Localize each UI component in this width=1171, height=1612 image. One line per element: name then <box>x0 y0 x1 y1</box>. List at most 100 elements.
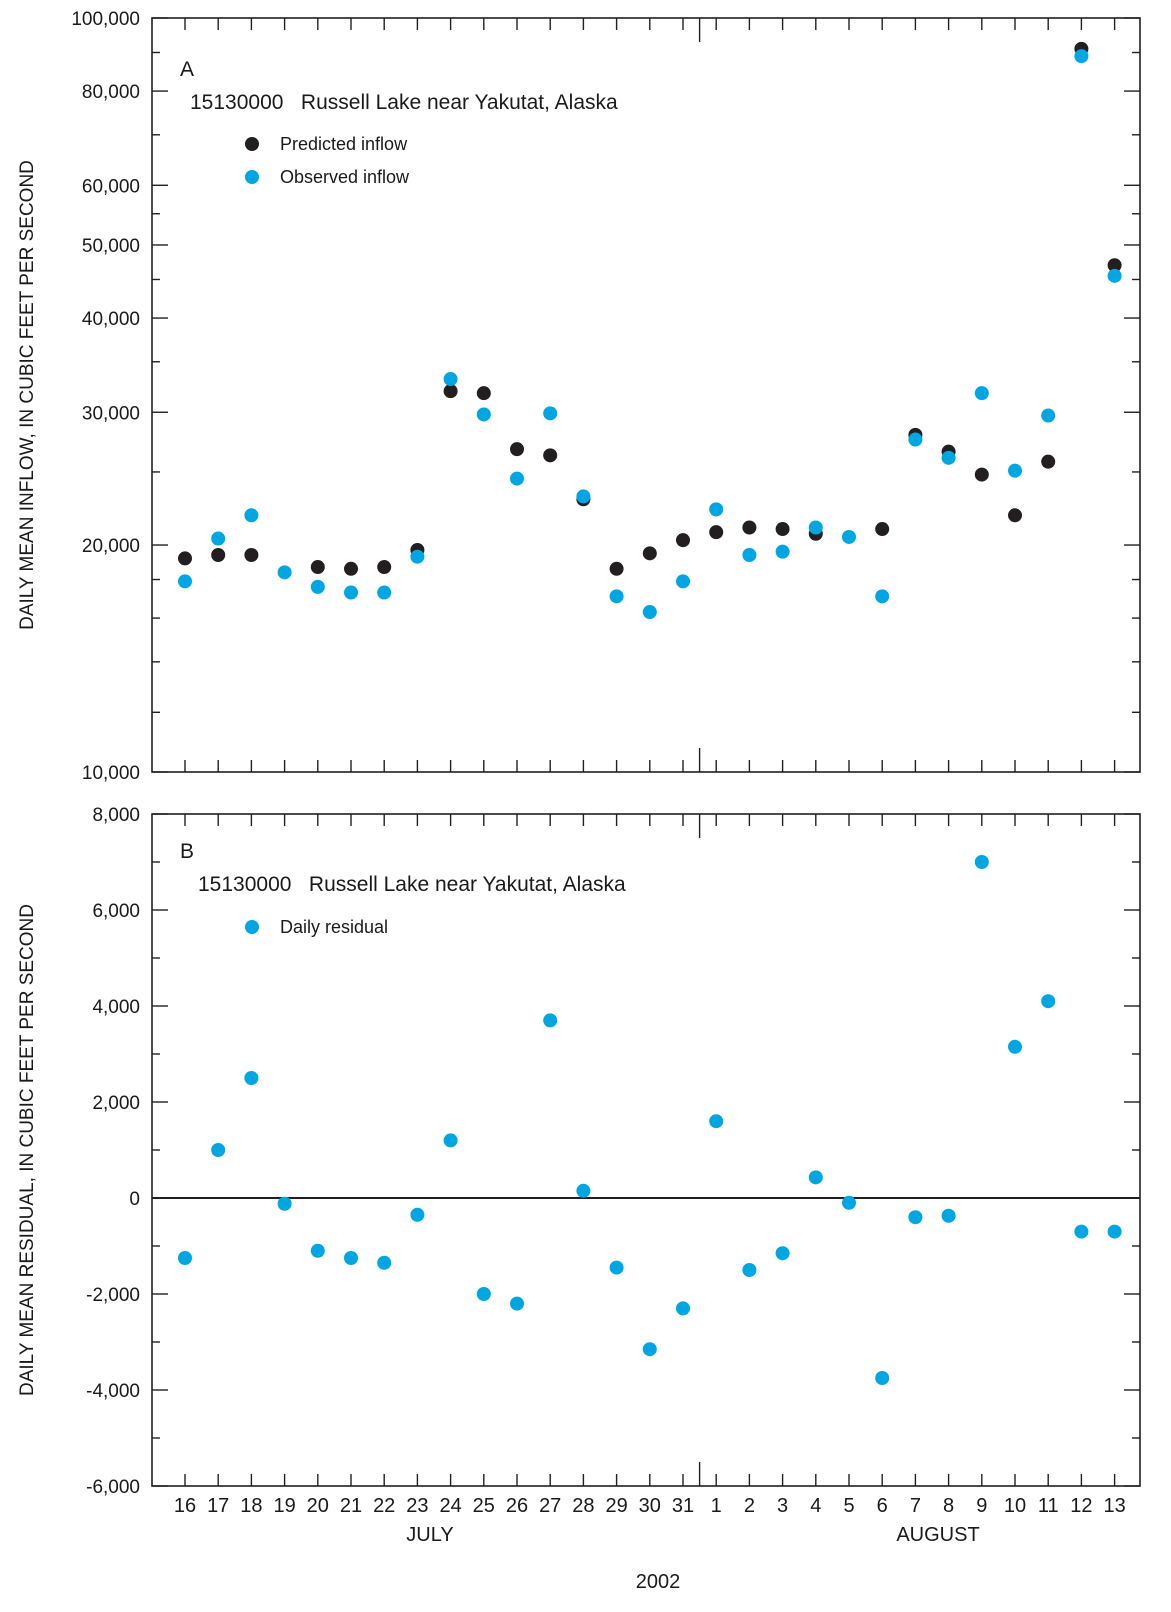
legend-predicted-label: Predicted inflow <box>280 134 408 154</box>
x-axis-day-labels: 16 17 18 19 20 21 22 23 24 25 26 27 28 29 30 31 1 2 3 4 5 6 7 8… <box>174 1495 1126 1517</box>
predicted-point <box>211 547 226 562</box>
x-tick-label: 9 <box>976 1495 987 1517</box>
y-tick-label: 8,000 <box>92 805 140 826</box>
residual-point <box>941 1208 956 1223</box>
x-tick-label: 11 <box>1038 1495 1059 1517</box>
y-tick-label: -4,000 <box>86 1381 140 1402</box>
panel-b: B 15130000 Russell Lake near Yakutat, Al… <box>17 805 1141 1498</box>
observed-point <box>576 489 591 504</box>
predicted-point <box>443 384 458 399</box>
predicted-point <box>1107 258 1122 273</box>
predicted-point <box>775 522 790 537</box>
year-label: 2002 <box>636 1571 681 1593</box>
residual-point <box>742 1263 757 1277</box>
x-tick-label: 28 <box>572 1495 594 1517</box>
observed-point <box>377 585 392 600</box>
x-tick-label: 10 <box>1004 1495 1026 1517</box>
x-tick-label: 22 <box>373 1495 395 1517</box>
residual-point <box>709 1114 724 1129</box>
y-tick-label: 60,000 <box>82 176 140 197</box>
residual-point <box>211 1143 226 1157</box>
x-tick-label: 1 <box>711 1495 722 1517</box>
observed-point <box>842 529 856 544</box>
observed-point <box>443 372 458 387</box>
predicted-point <box>974 467 989 482</box>
x-tick-label: 3 <box>777 1495 788 1517</box>
residual-point <box>443 1133 458 1148</box>
residual-point <box>1107 1224 1122 1239</box>
residual-point <box>875 1371 890 1385</box>
observed-point <box>410 549 425 564</box>
residual-point <box>1041 994 1056 1009</box>
predicted-point <box>244 547 259 562</box>
observed-point <box>277 565 292 580</box>
residual-point <box>1008 1039 1022 1054</box>
x-tick-label: 31 <box>672 1495 694 1517</box>
panel-b-points <box>178 855 1122 1385</box>
month-label-august: AUGUST <box>896 1524 979 1546</box>
legend-observed-label: Observed inflow <box>280 167 410 187</box>
panel-b-frame <box>151 813 1141 1487</box>
y-tick-label: 30,000 <box>82 403 140 424</box>
y-tick-label: 100,000 <box>71 9 140 30</box>
y-tick-label: 80,000 <box>82 82 140 103</box>
residual-point <box>842 1195 856 1210</box>
observed-point <box>642 605 657 620</box>
panel-a: A 15130000 Russell Lake near Yakutat, Al… <box>17 9 1141 784</box>
observed-point <box>709 502 724 517</box>
x-tick-label: 18 <box>240 1495 262 1517</box>
predicted-point <box>875 522 890 537</box>
predicted-point <box>709 525 724 540</box>
residual-point <box>244 1071 259 1085</box>
predicted-point <box>510 442 524 457</box>
y-tick-label: -2,000 <box>86 1285 140 1306</box>
panel-a-title: 15130000 Russell Lake near Yakutat, Alas… <box>190 91 618 114</box>
residual-point <box>609 1260 624 1275</box>
residual-point <box>908 1210 923 1225</box>
residual-point <box>410 1207 425 1222</box>
predicted-point <box>1008 508 1022 523</box>
x-tick-label: 4 <box>810 1495 821 1517</box>
x-tick-label: 23 <box>406 1495 428 1517</box>
predicted-point <box>676 533 690 548</box>
panel-b-label: B <box>180 840 194 863</box>
y-tick-label: 6,000 <box>92 901 140 922</box>
predicted-point <box>344 561 358 576</box>
observed-point <box>1107 268 1122 283</box>
observed-point <box>775 544 790 559</box>
panel-a-points <box>178 41 1122 620</box>
observed-point <box>808 520 823 535</box>
observed-point <box>244 508 259 523</box>
observed-point <box>974 386 989 401</box>
residual-point <box>543 1013 558 1028</box>
observed-point <box>609 589 624 604</box>
y-tick-label: 0 <box>129 1189 140 1210</box>
x-tick-label: 20 <box>307 1495 329 1517</box>
x-tick-label: 29 <box>605 1495 627 1517</box>
month-label-july: JULY <box>406 1524 453 1546</box>
y-tick-label: 2,000 <box>92 1093 140 1114</box>
y-tick-label: -6,000 <box>86 1477 140 1498</box>
panel-a-frame <box>151 17 1141 773</box>
observed-point <box>476 407 491 422</box>
x-tick-label: 21 <box>340 1495 362 1517</box>
x-tick-label: 19 <box>273 1495 295 1517</box>
panel-b-y-axis-title: DAILY MEAN RESIDUAL, IN CUBIC FEET PER S… <box>17 904 38 1396</box>
predicted-point <box>476 386 491 401</box>
residual-point <box>476 1287 491 1301</box>
y-tick-label: 20,000 <box>82 536 140 557</box>
x-tick-label: 26 <box>506 1495 528 1517</box>
legend-observed-marker <box>245 170 259 184</box>
residual-point <box>676 1301 690 1316</box>
predicted-point <box>310 560 325 575</box>
x-tick-label: 30 <box>639 1495 661 1517</box>
residual-point <box>642 1342 657 1357</box>
observed-point <box>344 585 358 600</box>
observed-point <box>676 574 690 589</box>
observed-point <box>310 579 325 594</box>
residual-point <box>178 1251 192 1265</box>
residual-point <box>808 1170 823 1185</box>
observed-point <box>1008 463 1022 478</box>
observed-point <box>510 471 524 486</box>
panel-a-label: A <box>180 58 194 81</box>
